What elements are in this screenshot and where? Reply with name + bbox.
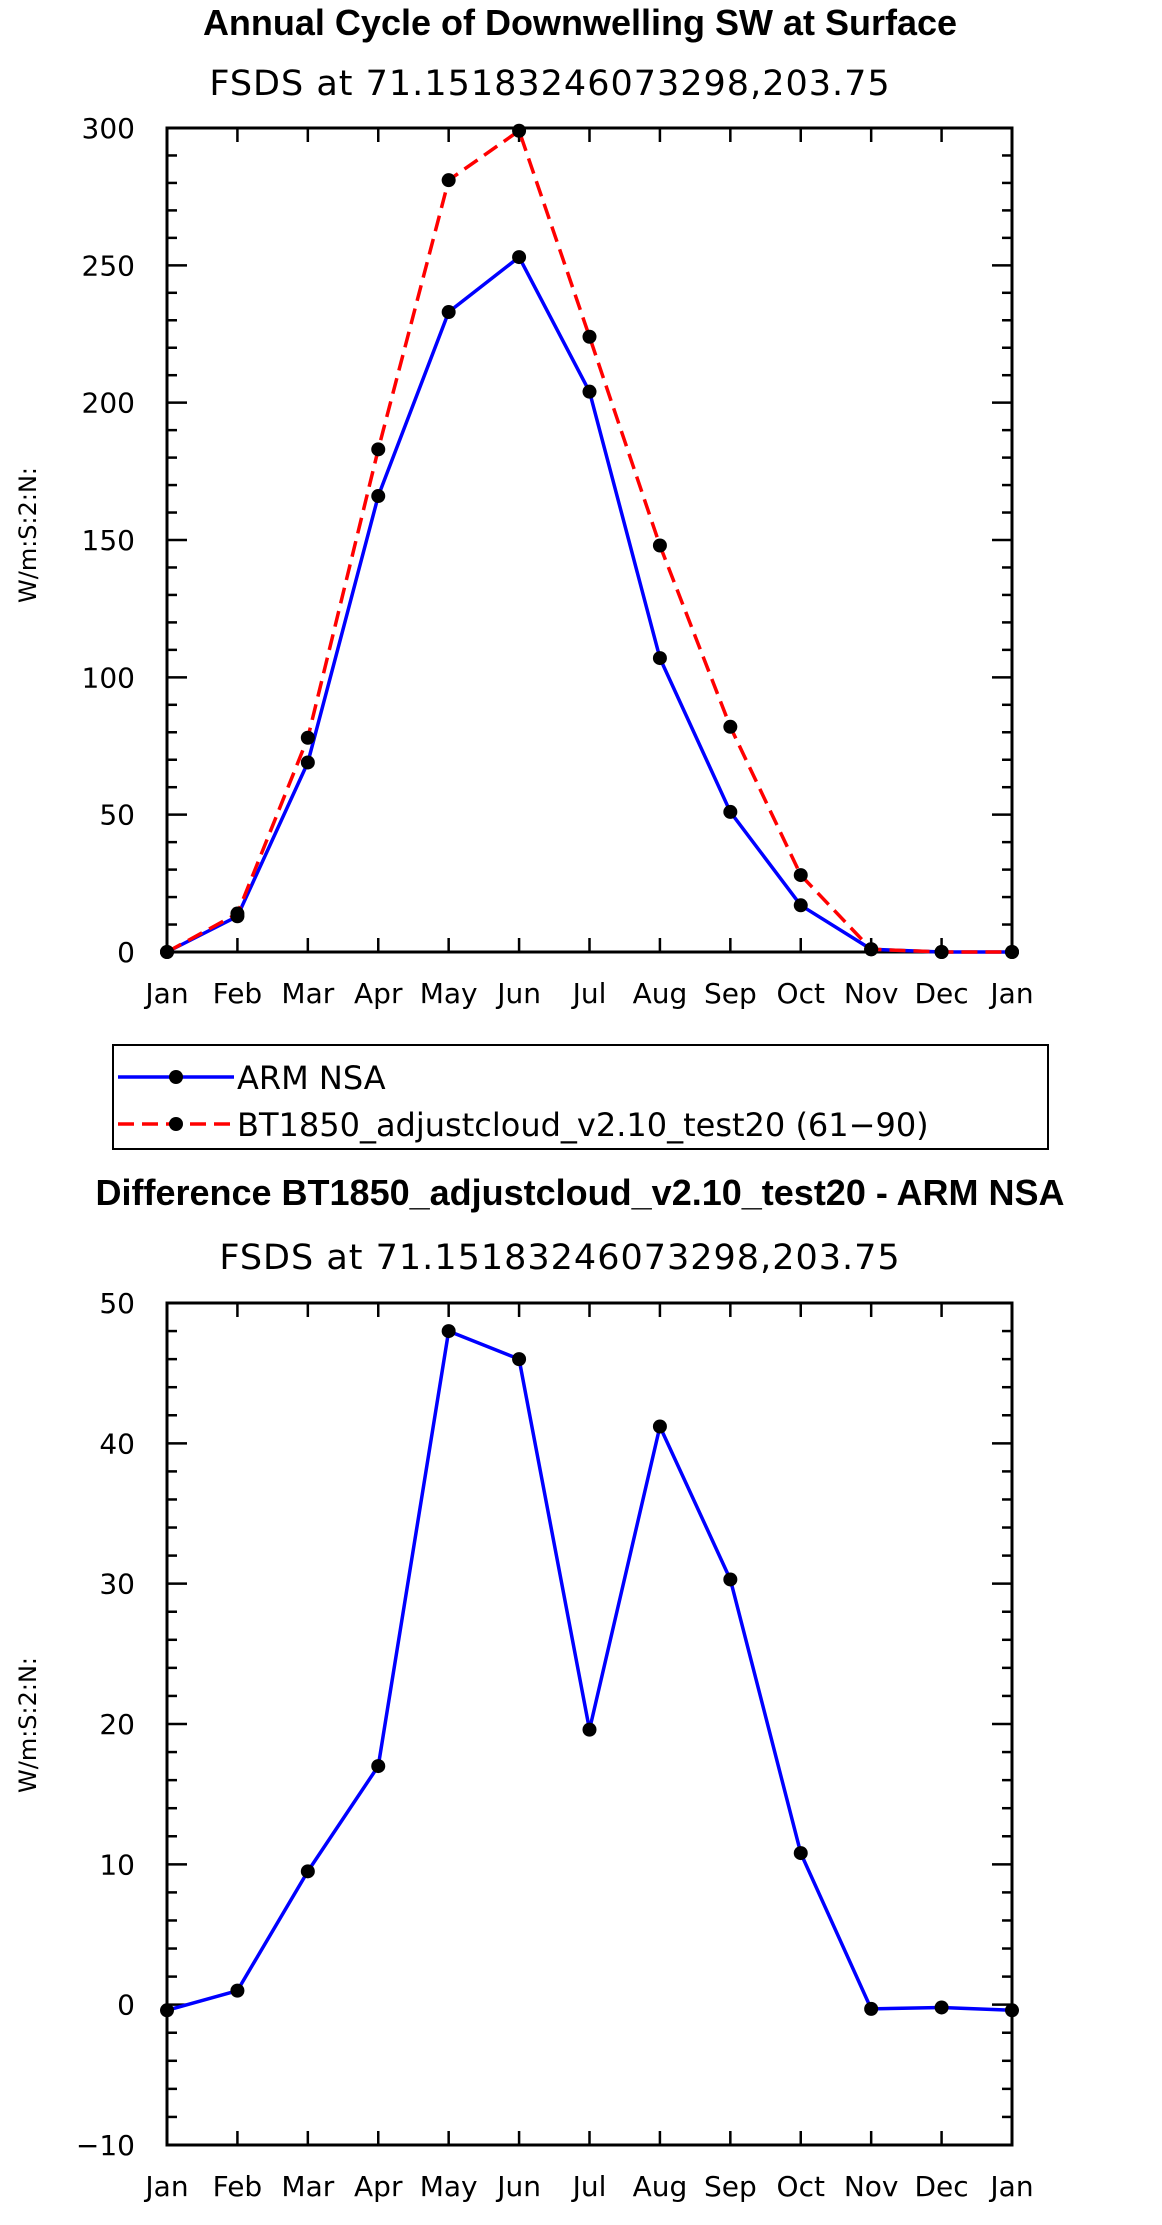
chart2-ytick-label: 50 — [99, 1287, 135, 1320]
chart1-series-1-point — [793, 898, 808, 913]
chart1-series-2-point — [371, 442, 386, 457]
chart2-series-1-point — [1005, 2003, 1019, 2018]
chart2-series-1-point — [582, 1722, 597, 1737]
chart1-xtick-label: Jan — [988, 977, 1033, 1010]
legend-box — [112, 1044, 1049, 1150]
chart1-ytick-label: 0 — [117, 936, 135, 969]
chart2-subtitle: FSDS at 71.15183246073298,203.75 — [219, 1238, 900, 1278]
chart1-series-2-point — [864, 942, 879, 957]
chart1-plot-frame — [165, 126, 1014, 954]
chart2-series-1-point — [793, 1846, 808, 1861]
chart1-series-line-2 — [166, 128, 1012, 954]
chart1-ytick-label: 50 — [99, 799, 135, 832]
chart1-ytick-label: 150 — [82, 524, 135, 557]
chart2-series-1-point — [300, 1864, 315, 1879]
chart1-xtick-label: Dec — [914, 977, 968, 1010]
chart2-ylabel: W/m:S:2:N: — [14, 1657, 42, 1793]
chart2-series-1-point — [723, 1572, 738, 1587]
chart2-series — [160, 1324, 1019, 2018]
chart1-series-1-point — [371, 489, 386, 504]
chart2-xtick-label: Mar — [281, 2170, 334, 2203]
chart1-ytick-label: 200 — [82, 387, 135, 420]
chart2-xtick-label: Aug — [633, 2170, 688, 2203]
chart2-series-1-point — [441, 1324, 456, 1339]
chart1-legend: ARM NSA BT1850_adjustcloud_v2.10_test20 … — [112, 1044, 1049, 1150]
chart1-ticks: Jan Feb Mar Apr May Jun Jul Aug Sep Oct Nov Dec Jan0… — [82, 112, 1034, 1010]
chart1-series-2-point — [652, 538, 667, 553]
legend-label-bt1850: BT1850_adjustcloud_v2.10_test20 (61−90) — [237, 1106, 929, 1144]
chart2-ytick-label: 0 — [117, 1989, 135, 2022]
chart2-xtick-label: Oct — [777, 2170, 825, 2203]
chart1-xtick-label: Jan — [143, 977, 188, 1010]
chart1-series-1-point — [652, 651, 667, 666]
chart1-xtick-label: Mar — [281, 977, 334, 1010]
chart1-series-2-point — [934, 945, 949, 959]
chart1-series-1-point — [441, 305, 456, 320]
chart2-xtick-label: May — [420, 2170, 478, 2203]
chart2-series-1-point — [512, 1352, 527, 1367]
chart1-series-1-point — [723, 804, 738, 819]
chart2-xtick-label: Jan — [143, 2170, 188, 2203]
chart2-series-1-point — [230, 1983, 245, 1998]
chart1-xtick-label: May — [420, 977, 478, 1010]
chart2-series-1-point — [160, 2003, 174, 2018]
chart1-series-2-point — [793, 868, 808, 883]
chart1-title: Annual Cycle of Downwelling SW at Surfac… — [203, 2, 957, 43]
chart1-series-2-point — [230, 906, 245, 921]
chart2-series-line-1 — [166, 1329, 1013, 2013]
chart-difference: Difference BT1850_adjustcloud_v2.10_test… — [14, 1172, 1065, 2203]
chart1-series-1-point — [582, 384, 597, 399]
chart2-ytick-label: 20 — [99, 1708, 135, 1741]
chart2-series-1-point — [934, 2000, 949, 2015]
chart1-xtick-label: Sep — [704, 977, 757, 1010]
chart2-ticks: Jan Feb Mar Apr May Jun Jul Aug Sep Oct Nov Dec Jan−… — [76, 1287, 1034, 2203]
chart1-subtitle: FSDS at 71.15183246073298,203.75 — [209, 64, 890, 104]
chart1-series-2-point — [723, 719, 738, 734]
chart1-xtick-label: Jul — [571, 977, 607, 1010]
chart1-series-2-point — [160, 945, 174, 959]
chart2-xtick-label: Dec — [914, 2170, 968, 2203]
chart2-xtick-label: Nov — [844, 2170, 899, 2203]
chart1-series-2-point — [512, 123, 527, 138]
chart2-series-1-point — [652, 1419, 667, 1434]
legend-marker-bt1850 — [169, 1117, 183, 1131]
chart2-xtick-label: Jun — [495, 2170, 541, 2203]
chart2-xtick-label: Jan — [988, 2170, 1033, 2203]
chart2-title: Difference BT1850_adjustcloud_v2.10_test… — [95, 1172, 1064, 1213]
chart1-ytick-label: 250 — [82, 249, 135, 282]
chart2-series-1-point — [864, 2001, 879, 2016]
chart1-xtick-label: Aug — [633, 977, 688, 1010]
chart1-ylabel: W/m:S:2:N: — [14, 467, 42, 603]
chart1-xtick-label: Nov — [844, 977, 899, 1010]
chart1-xtick-label: Jun — [495, 977, 541, 1010]
chart1-ytick-label: 300 — [82, 112, 135, 145]
legend-label-arm-nsa: ARM NSA — [237, 1059, 386, 1097]
chart1-xtick-label: Apr — [354, 977, 403, 1010]
chart1-xtick-label: Oct — [777, 977, 825, 1010]
chart2-series-1-point — [371, 1759, 386, 1774]
chart1-ytick-label: 100 — [82, 661, 135, 694]
chart2-xtick-label: Feb — [213, 2170, 263, 2203]
chart2-ytick-label: −10 — [76, 2129, 135, 2162]
chart2-xtick-label: Sep — [704, 2170, 757, 2203]
chart1-series-2-point — [1005, 945, 1019, 959]
chart-annual-cycle: Annual Cycle of Downwelling SW at Surfac… — [14, 2, 1034, 1010]
chart1-series-line-1 — [166, 255, 1012, 954]
chart1-xtick-label: Feb — [213, 977, 263, 1010]
chart2-xtick-label: Jul — [571, 2170, 607, 2203]
chart2-ytick-label: 10 — [99, 1848, 135, 1881]
chart1-series-1-point — [512, 250, 527, 265]
legend-marker-arm-nsa — [169, 1070, 183, 1084]
chart1-series-2-point — [441, 173, 456, 188]
chart1-series-2-point — [300, 730, 315, 745]
chart2-xtick-label: Apr — [354, 2170, 403, 2203]
chart1-series — [160, 123, 1019, 959]
chart1-series-1-point — [300, 755, 315, 770]
chart2-ytick-label: 40 — [99, 1427, 135, 1460]
chart1-series-2-point — [582, 329, 597, 344]
chart2-ytick-label: 30 — [99, 1568, 135, 1601]
